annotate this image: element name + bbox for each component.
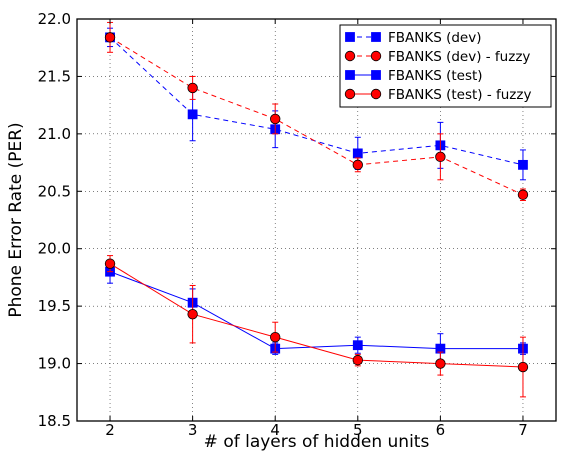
y-tick-label: 19.0 xyxy=(38,355,71,373)
data-point xyxy=(270,113,281,125)
x-axis-label: # of layers of hidden units xyxy=(204,432,430,451)
legend-item: FBANKS (test) xyxy=(345,68,483,84)
legend-marker xyxy=(344,50,356,62)
legend-marker xyxy=(371,70,381,80)
legend: FBANKS (dev) FBANKS (dev) - fuzzy FBANKS (… xyxy=(339,24,552,108)
data-point xyxy=(435,358,446,369)
data-point xyxy=(352,148,363,159)
data-point xyxy=(187,109,198,120)
series-group xyxy=(104,21,529,398)
y-tick-label: 22.0 xyxy=(38,10,71,28)
y-tick-label: 19.5 xyxy=(38,297,71,315)
legend-item: FBANKS (test) - fuzzy xyxy=(344,87,531,103)
y-tick-label: 21.0 xyxy=(38,125,71,143)
legend-label: FBANKS (dev) xyxy=(388,30,481,46)
series-line xyxy=(109,263,523,368)
data-point xyxy=(104,258,116,269)
legend-marker xyxy=(344,88,356,100)
legend-marker xyxy=(345,32,355,42)
y-tick-label: 18.5 xyxy=(38,412,71,430)
data-point xyxy=(517,189,529,200)
data-point xyxy=(270,331,281,343)
data-point xyxy=(352,354,363,366)
data-point xyxy=(104,32,116,43)
legend-marker xyxy=(345,70,355,80)
data-point xyxy=(352,340,363,351)
x-tick-label: 5 xyxy=(353,421,363,439)
legend-item: FBANKS (dev) - fuzzy xyxy=(344,49,530,65)
plot-frame xyxy=(76,18,557,422)
legend-marker xyxy=(370,88,382,100)
axis-ticks: 2 3 4 5 6 7 18.5 19.0 19.5 20.0 20.5 21.0 21.5 22.0 xyxy=(38,10,556,439)
legend-label: FBANKS (dev) - fuzzy xyxy=(388,49,530,65)
x-tick-label: 4 xyxy=(270,421,280,439)
x-tick-label: 3 xyxy=(188,421,198,439)
data-point xyxy=(352,159,363,171)
data-point xyxy=(517,361,529,373)
grid xyxy=(77,18,556,422)
y-tick-label: 20.5 xyxy=(38,182,71,200)
y-tick-label: 20.0 xyxy=(38,240,71,258)
legend-item: FBANKS (dev) xyxy=(345,30,481,46)
legend-label: FBANKS (test) - fuzzy xyxy=(388,87,531,103)
legend-label: FBANKS (test) xyxy=(388,68,483,84)
series-line xyxy=(109,271,523,350)
legend-marker xyxy=(370,50,382,62)
series-line xyxy=(109,37,524,166)
x-tick-label: 7 xyxy=(518,421,528,439)
data-point xyxy=(187,308,198,320)
series-2 xyxy=(104,21,529,201)
y-axis-label: Phone Error Rate (PER) xyxy=(6,122,26,317)
series-3 xyxy=(105,259,528,365)
series-4 xyxy=(104,255,529,398)
data-point xyxy=(518,159,528,170)
legend-marker xyxy=(371,32,381,42)
y-tick-label: 21.5 xyxy=(38,67,71,85)
x-tick-label: 6 xyxy=(436,421,446,439)
data-point xyxy=(187,82,198,94)
data-point xyxy=(435,151,446,163)
x-tick-label: 2 xyxy=(105,421,115,439)
